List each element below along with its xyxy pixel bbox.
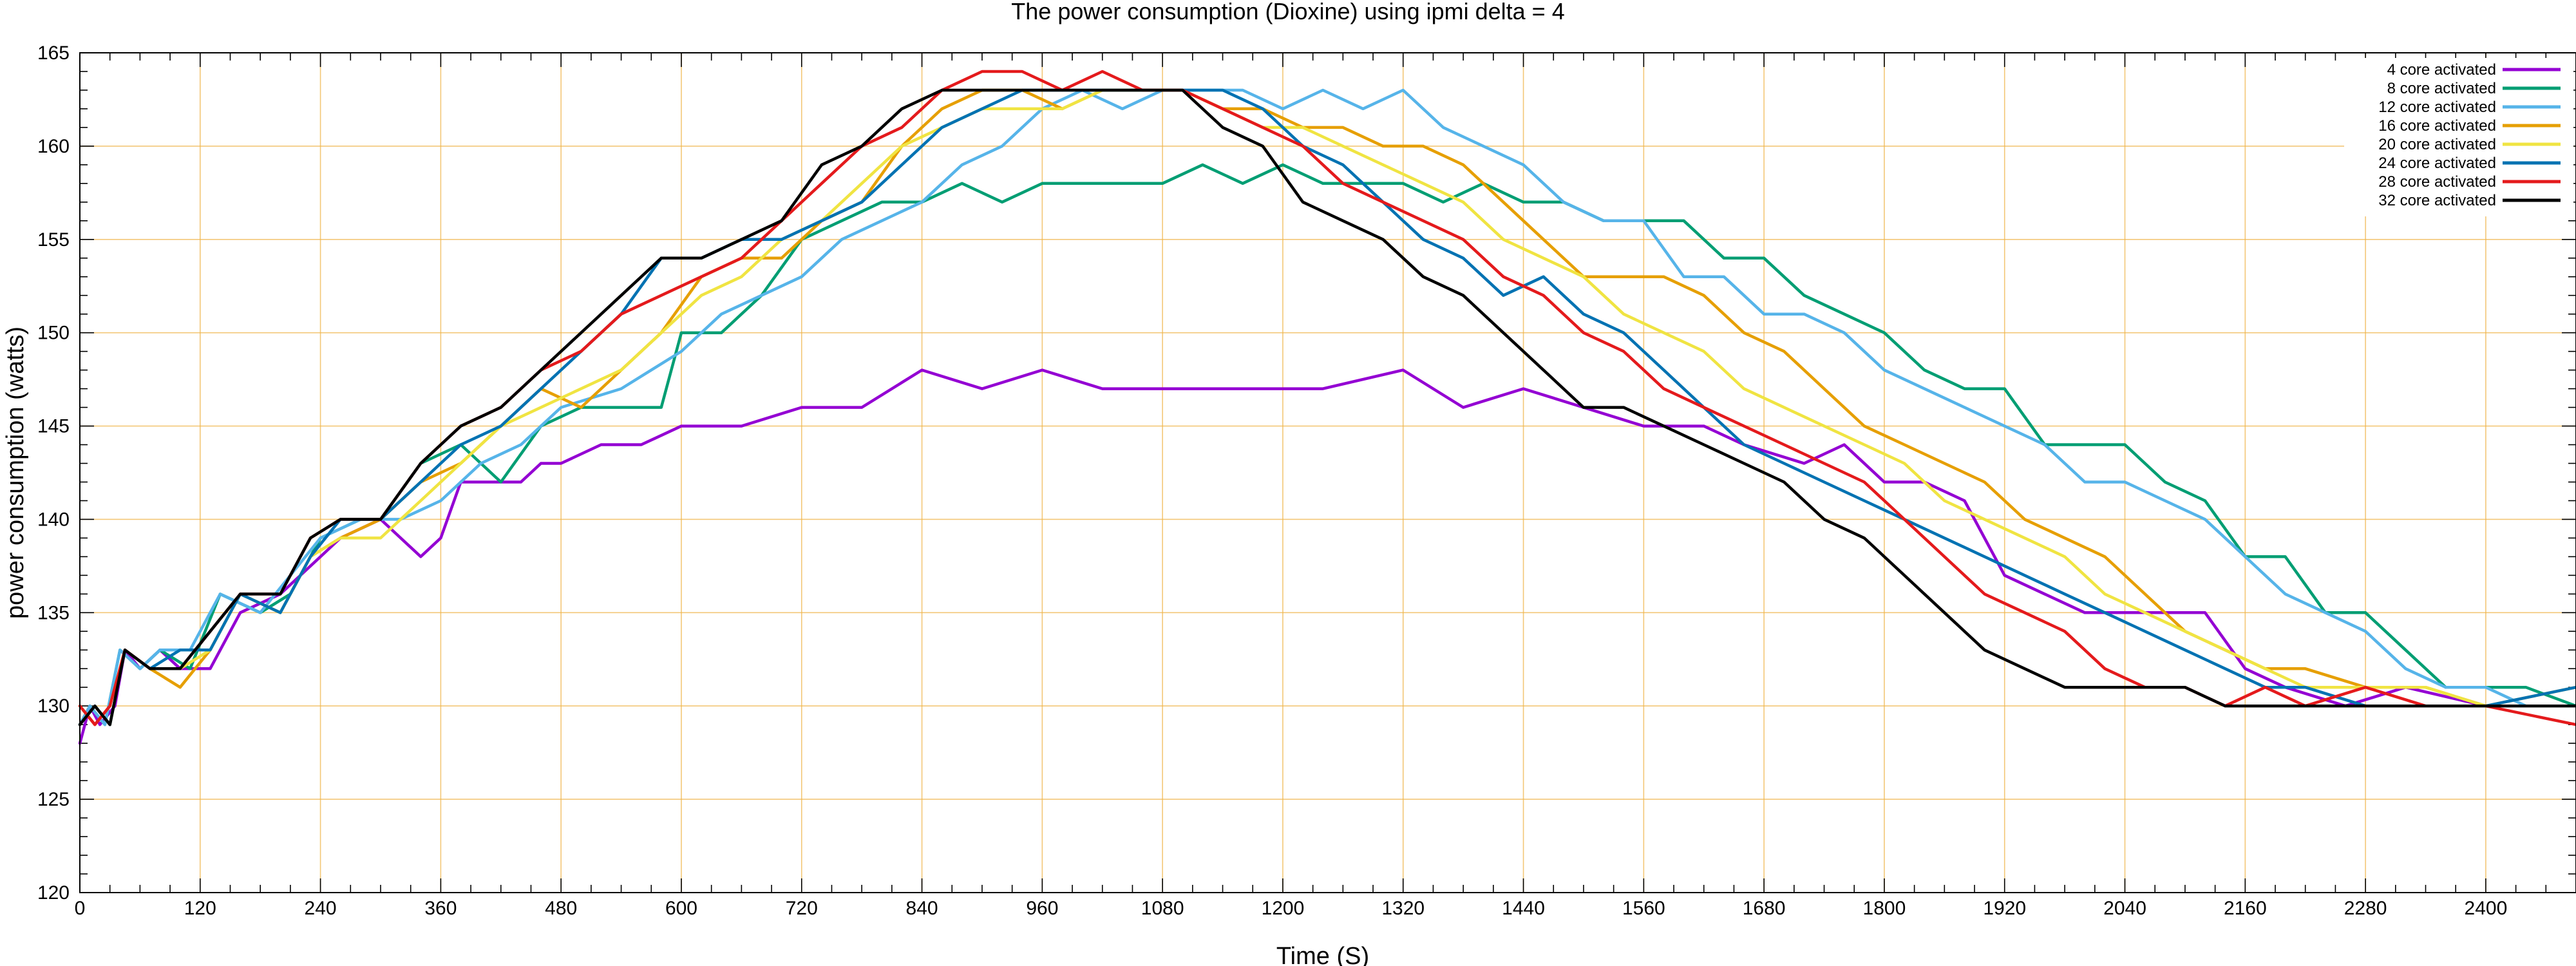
x-tick-label: 360 (424, 898, 457, 919)
y-tick-label: 135 (37, 602, 70, 623)
x-tick-label: 1320 (1381, 898, 1425, 919)
x-tick-label: 480 (545, 898, 577, 919)
series-lines (78, 70, 2576, 745)
x-tick-label: 840 (906, 898, 938, 919)
y-tick-label: 140 (37, 509, 70, 530)
legend-label: 24 core activated (2378, 155, 2496, 172)
x-tick-label: 1440 (1502, 898, 1545, 919)
chart-title: The power consumption (Dioxine) using ip… (1011, 0, 1564, 24)
y-tick-label: 150 (37, 323, 70, 344)
x-axis-label: Time (S) (1276, 943, 1369, 966)
y-tick-label: 155 (37, 229, 70, 251)
legend-label: 12 core activated (2378, 99, 2496, 116)
series-line-3 (78, 88, 2576, 726)
legend-label: 4 core activated (2387, 61, 2496, 79)
series-line-8 (78, 88, 2576, 726)
series-line-4 (78, 88, 2576, 726)
minor-ticks (79, 52, 2576, 893)
x-tick-label: 1920 (1983, 898, 2026, 919)
y-axis-label: power consumption (watts) (2, 327, 29, 619)
x-tick-label: 0 (75, 898, 86, 919)
series-line-5 (78, 88, 2576, 726)
y-tick-label: 130 (37, 696, 70, 717)
x-tick-label: 2280 (2344, 898, 2387, 919)
x-tick-label: 1080 (1141, 898, 1184, 919)
x-tick-label: 600 (665, 898, 697, 919)
x-tick-labels: 0 120 240 360 480 600 720 840 960 1080 1200 1320 144… (75, 898, 2508, 919)
y-tick-label: 120 (37, 882, 70, 904)
legend-label: 28 core activated (2378, 173, 2496, 191)
x-tick-label: 120 (184, 898, 216, 919)
legend-label: 8 core activated (2387, 80, 2496, 97)
x-tick-label: 1200 (1262, 898, 1305, 919)
x-tick-label: 1680 (1743, 898, 1786, 919)
plot-frame (79, 52, 2576, 893)
legend-box (2344, 58, 2573, 216)
x-tick-label: 720 (786, 898, 818, 919)
grid (79, 52, 2576, 893)
x-tick-label: 1800 (1863, 898, 1906, 919)
x-tick-label: 960 (1026, 898, 1058, 919)
y-tick-label: 145 (37, 416, 70, 437)
x-tick-label: 2400 (2465, 898, 2508, 919)
legend-label: 32 core activated (2378, 192, 2496, 209)
series-line-2 (78, 163, 2576, 726)
legend-label: 16 core activated (2378, 117, 2496, 135)
x-tick-label: 2160 (2224, 898, 2267, 919)
x-tick-label: 240 (305, 898, 337, 919)
y-tick-label: 125 (37, 789, 70, 810)
series-line-7 (78, 70, 2576, 726)
series-line-6 (78, 88, 2576, 726)
legend-label: 20 core activated (2378, 136, 2496, 153)
x-tick-label: 2040 (2103, 898, 2146, 919)
x-tick-label: 1560 (1622, 898, 1665, 919)
y-tick-label: 160 (37, 136, 70, 157)
y-tick-label: 165 (37, 43, 70, 64)
y-tick-labels: 120 125 130 135 140 145 150 155 160 165 (37, 43, 70, 904)
